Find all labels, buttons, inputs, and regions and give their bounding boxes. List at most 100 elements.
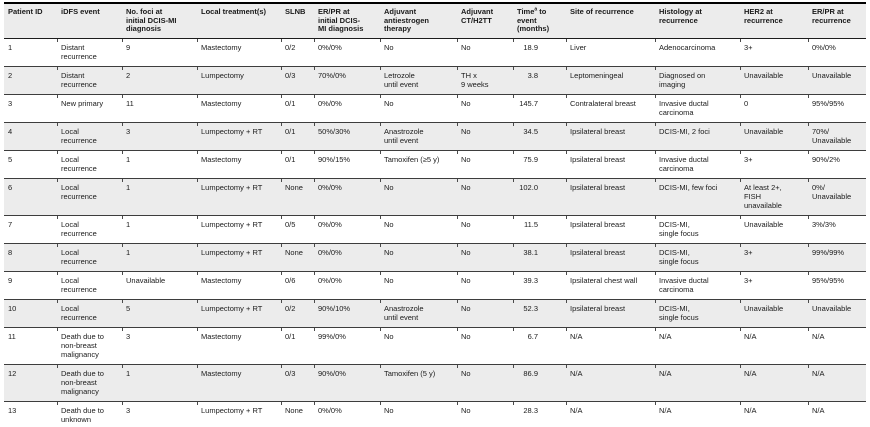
table-cell: Unavailable xyxy=(740,215,808,244)
col-slnb: SLNB xyxy=(281,4,314,39)
table-cell: 9 xyxy=(4,272,57,300)
table-cell: 145.7 xyxy=(513,94,566,123)
table-cell: 1 xyxy=(122,150,197,179)
table-header: Patient ID iDFS event No. foci at initia… xyxy=(4,4,866,39)
table-cell: 0/2 xyxy=(281,38,314,67)
table-cell: 39.3 xyxy=(513,271,566,300)
table-cell: Mastectomy xyxy=(197,150,281,179)
table-cell: No xyxy=(457,38,513,67)
table-cell: Local recurrence xyxy=(57,243,122,272)
table-cell: No xyxy=(457,271,513,300)
table-cell: Letrozole until event xyxy=(380,66,457,95)
table-cell: No xyxy=(380,271,457,300)
table-cell: N/A xyxy=(808,327,866,365)
table-cell: Tamoxifen (5 y) xyxy=(380,364,457,402)
table-cell: 3%/3% xyxy=(808,215,866,244)
table-cell: 11.5 xyxy=(513,215,566,244)
header-row: Patient ID iDFS event No. foci at initia… xyxy=(4,4,866,39)
table-row: 9 Local recurrence Unavailable Mastectomy 0/… xyxy=(4,271,866,300)
table-cell: 0/1 xyxy=(281,94,314,123)
table-row: 2 Distant recurrence 2 Lumpectomy 0/3 70%/0% L… xyxy=(4,66,866,95)
table-cell: Lumpectomy + RT xyxy=(197,178,281,216)
table-cell: 34.5 xyxy=(513,122,566,151)
table-cell: No xyxy=(457,299,513,328)
table-cell: Unavailable xyxy=(808,66,866,95)
table-cell: 2 xyxy=(4,67,57,95)
table-cell: 13 xyxy=(8,405,17,415)
patient-outcomes-table: Patient ID iDFS event No. foci at initia… xyxy=(4,2,866,427)
table-cell: No xyxy=(380,401,457,427)
table-cell: 1 xyxy=(122,215,197,244)
table-cell: 0/5 xyxy=(281,215,314,244)
table-cell: Lumpectomy + RT xyxy=(197,215,281,244)
table-row: 8 Local recurrence 1 Lumpectomy + RT None 0%/… xyxy=(4,243,866,272)
table-row: 12 Death due to non-breast malignancy 1 Mas… xyxy=(4,364,866,402)
col-er-pr-recurrence: ER/PR at recurrence xyxy=(808,4,866,39)
col-adjuvant-antiestrogen: Adjuvant antiestrogen therapy xyxy=(380,4,457,39)
table-cell: 90%/10% xyxy=(314,299,380,328)
table-cell: No xyxy=(380,178,457,216)
table-cell: No xyxy=(457,150,513,179)
table-cell: 0%/0% xyxy=(314,38,380,67)
table-cell: New primary xyxy=(57,94,122,123)
table-cell: 0%/0% xyxy=(314,271,380,300)
table-cell: 0 xyxy=(740,94,808,123)
table-cell: No xyxy=(380,215,457,244)
table-cell: 5 xyxy=(122,299,197,328)
table-cell: N/A xyxy=(655,364,740,402)
table-cell: Adenocarcinoma xyxy=(655,38,740,67)
table-row: 4 Local recurrence 3 Lumpectomy + RT 0/1 50%/… xyxy=(4,122,866,151)
table-cell: Death due to unknown cause xyxy=(57,401,122,427)
table-cell: No xyxy=(457,364,513,402)
table-cell: 1 xyxy=(122,364,197,402)
table-cell: At least 2+, FISH unavailable xyxy=(740,178,808,216)
table-cell: Mastectomy xyxy=(197,364,281,402)
table-cell: Invasive ductal carcinoma xyxy=(655,150,740,179)
col-er-pr-initial: ER/PR at initial DCIS- MI diagnosis xyxy=(314,4,380,39)
table-cell: 11 xyxy=(122,94,197,123)
col-patient-id: Patient ID xyxy=(4,4,57,39)
table-cell: DCIS-MI, single focus xyxy=(655,299,740,328)
table-row: 5 Local recurrence 1 Mastectomy 0/1 90%/15% Ta… xyxy=(4,150,866,179)
table-cell: N/A xyxy=(566,364,655,402)
table-cell: Local recurrence xyxy=(57,299,122,328)
table-cell: 0%/0% xyxy=(314,215,380,244)
table-cell: 90%/2% xyxy=(808,150,866,179)
table-cell: 6.7 xyxy=(513,327,566,365)
table-cell: Local recurrence xyxy=(57,215,122,244)
table-row: 13 Death due to unknown cause3Lumpectomy … xyxy=(4,401,866,427)
table-cell: Local recurrence xyxy=(57,271,122,300)
table-cell: Ipsilateral breast xyxy=(566,215,655,244)
table-cell: DCIS-MI, few foci xyxy=(655,178,740,216)
col-adjuvant-ct-h2tt: Adjuvant CT/H2TT xyxy=(457,4,513,39)
table-cell: 0/6 xyxy=(281,271,314,300)
table-cell: Death due to non-breast malignancy xyxy=(57,364,122,402)
table-cell: No xyxy=(457,243,513,272)
table-cell: 7 xyxy=(4,216,57,244)
table-cell: Contralateral breast xyxy=(566,94,655,123)
table-cell: No xyxy=(380,38,457,67)
table-cell: N/A xyxy=(808,364,866,402)
col-local-treatments: Local treatment(s) xyxy=(197,4,281,39)
table-cell: N/A xyxy=(740,364,808,402)
table-cell: DCIS-MI, single focus xyxy=(655,215,740,244)
col-histology: Histology at recurrence xyxy=(655,4,740,39)
col-no-foci: No. foci at initial DCIS-MI diagnosis xyxy=(122,4,197,39)
table-cell: 3+ xyxy=(740,150,808,179)
table-cell: No xyxy=(380,327,457,365)
table-cell: N/A xyxy=(808,401,866,427)
table-cell: N/A xyxy=(740,327,808,365)
table-cell: N/A xyxy=(655,327,740,365)
table-cell: Liver xyxy=(566,38,655,67)
table-cell: DCIS-MI, 2 foci xyxy=(655,122,740,151)
table-cell: 70%/0% xyxy=(314,66,380,95)
table-cell: None xyxy=(281,401,314,427)
table-cell: Distant recurrence xyxy=(57,38,122,67)
table-cell: 50%/30% xyxy=(314,122,380,151)
table-cell: 0%/0% xyxy=(314,94,380,123)
table-cell: 1 xyxy=(122,178,197,216)
col-idfs-event: iDFS event xyxy=(57,4,122,39)
table-cell: 70%/ Unavailable xyxy=(808,122,866,151)
table-cell: 0/2 xyxy=(281,299,314,328)
